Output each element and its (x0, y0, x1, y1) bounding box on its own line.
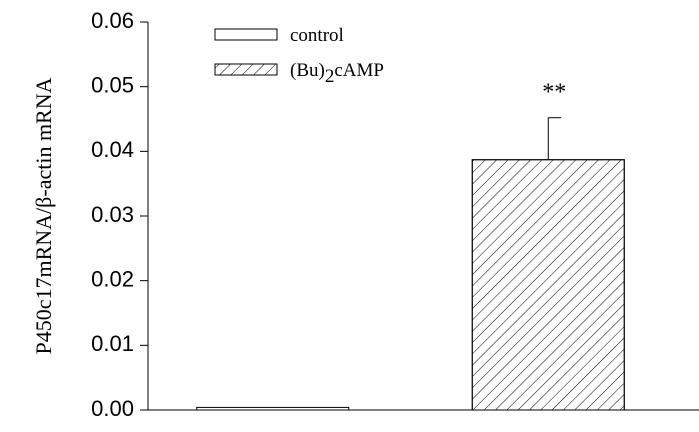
legend-swatch (214, 28, 278, 41)
y-tick-label: 0.06 (91, 8, 134, 33)
legend-label: (Bu)2cAMP (290, 60, 384, 87)
y-tick-label: 0.04 (91, 137, 134, 162)
y-tick-label: 0.05 (91, 72, 134, 97)
y-tick-label: 0.01 (91, 331, 134, 356)
bar-hatch (471, 159, 625, 411)
legend-swatch-hatch (214, 63, 278, 76)
legend-label: control (290, 25, 344, 46)
bar (196, 406, 350, 411)
y-tick-label: 0.02 (91, 266, 134, 291)
y-axis-label: P450c17mRNA/β-actin mRNA (31, 77, 56, 354)
y-tick-label: 0.00 (91, 396, 134, 421)
annotation: ** (542, 80, 566, 106)
y-tick-label: 0.03 (91, 202, 134, 227)
